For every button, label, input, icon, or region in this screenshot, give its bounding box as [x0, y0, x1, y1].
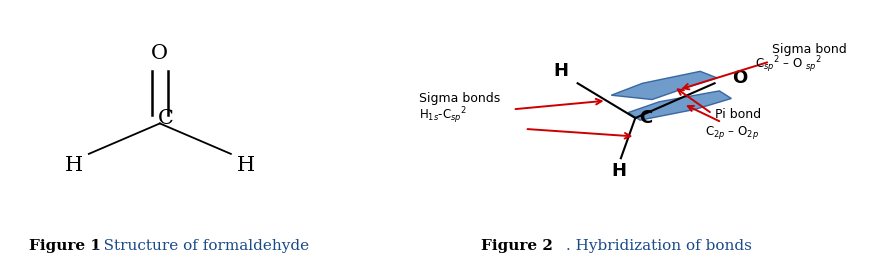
Text: Sigma bonds: Sigma bonds — [419, 92, 500, 105]
Text: C$_{sp}$$^{2}$ – O $_{sp}$$^{2}$: C$_{sp}$$^{2}$ – O $_{sp}$$^{2}$ — [756, 55, 822, 75]
Polygon shape — [628, 91, 732, 120]
Text: H: H — [554, 62, 569, 80]
Text: C: C — [639, 109, 652, 127]
Text: H: H — [65, 156, 83, 175]
Text: Figure 2: Figure 2 — [481, 240, 554, 253]
Text: Sigma bond: Sigma bond — [773, 43, 847, 56]
Text: O: O — [732, 69, 748, 87]
Text: O: O — [151, 45, 168, 63]
Text: H$_{1s}$-C$_{sp}$$^{2}$: H$_{1s}$-C$_{sp}$$^{2}$ — [419, 105, 467, 126]
Text: H: H — [611, 162, 626, 180]
Text: H: H — [237, 156, 255, 175]
Text: Pi bond: Pi bond — [715, 108, 761, 121]
Text: Figure 1: Figure 1 — [29, 240, 101, 253]
Polygon shape — [611, 71, 717, 100]
Text: C$_{2p}$ – O$_{2p}$: C$_{2p}$ – O$_{2p}$ — [705, 124, 759, 141]
Text: . Structure of formaldehyde: . Structure of formaldehyde — [94, 240, 310, 253]
Text: . Hybridization of bonds: . Hybridization of bonds — [566, 240, 751, 253]
Text: C: C — [158, 109, 174, 127]
